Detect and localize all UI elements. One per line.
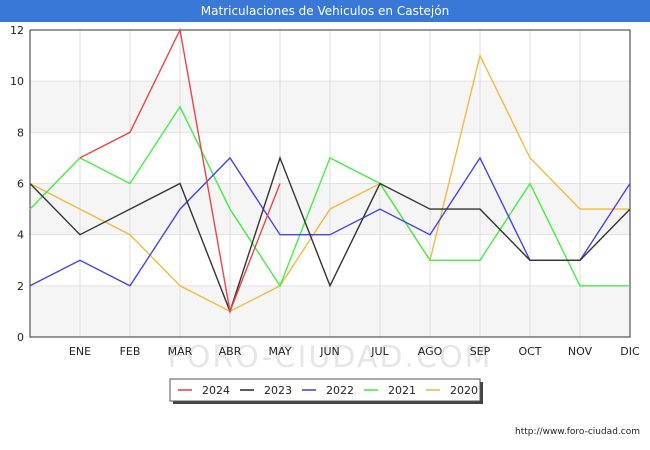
y-tick-label: 6 [17, 178, 24, 191]
x-tick-label: MAR [168, 345, 193, 358]
x-tick-label: NOV [568, 345, 593, 358]
x-tick-label: JUN [319, 345, 340, 358]
x-tick-label: JUL [370, 345, 389, 358]
legend [169, 378, 481, 402]
series-line-2023 [29, 155, 631, 314]
legend-label-2020: 2020 [450, 384, 478, 397]
x-tick-label: ENE [69, 345, 91, 358]
legend-label-2022: 2022 [326, 384, 354, 397]
legend-label-2021: 2021 [388, 384, 416, 397]
series-line-2020 [29, 53, 630, 313]
y-tick-label: 8 [17, 126, 24, 139]
series-line-2024 [79, 27, 281, 314]
x-tick-label: FEB [120, 345, 141, 358]
legend-label-2023: 2023 [264, 384, 292, 397]
y-tick-label: 4 [17, 229, 24, 242]
x-tick-label: ABR [219, 345, 242, 358]
watermark: FORO-CIUDAD.COM [168, 340, 493, 375]
y-tick-label: 10 [10, 75, 24, 88]
source-url: http://www.foro-ciudad.com [515, 427, 640, 437]
x-tick-label: AGO [418, 345, 443, 358]
chart: FORO-CIUDAD.COM 0 2 4 6 8 10 12 ENE FEB MAR ABR MAY J… [10, 24, 640, 404]
x-tick-label: OCT [518, 345, 541, 358]
x-tick-label: MAY [269, 345, 292, 358]
chart-title: Matriculaciones de Vehiculos en Castejón [0, 0, 650, 22]
x-tick-label: DIC [620, 345, 640, 358]
y-tick-label: 12 [10, 24, 24, 37]
y-tick-label: 0 [17, 331, 24, 344]
x-tick-label: SEP [470, 345, 491, 358]
series-line-2021 [29, 105, 630, 288]
legend-label-2024: 2024 [202, 384, 230, 397]
y-tick-label: 2 [17, 280, 24, 293]
